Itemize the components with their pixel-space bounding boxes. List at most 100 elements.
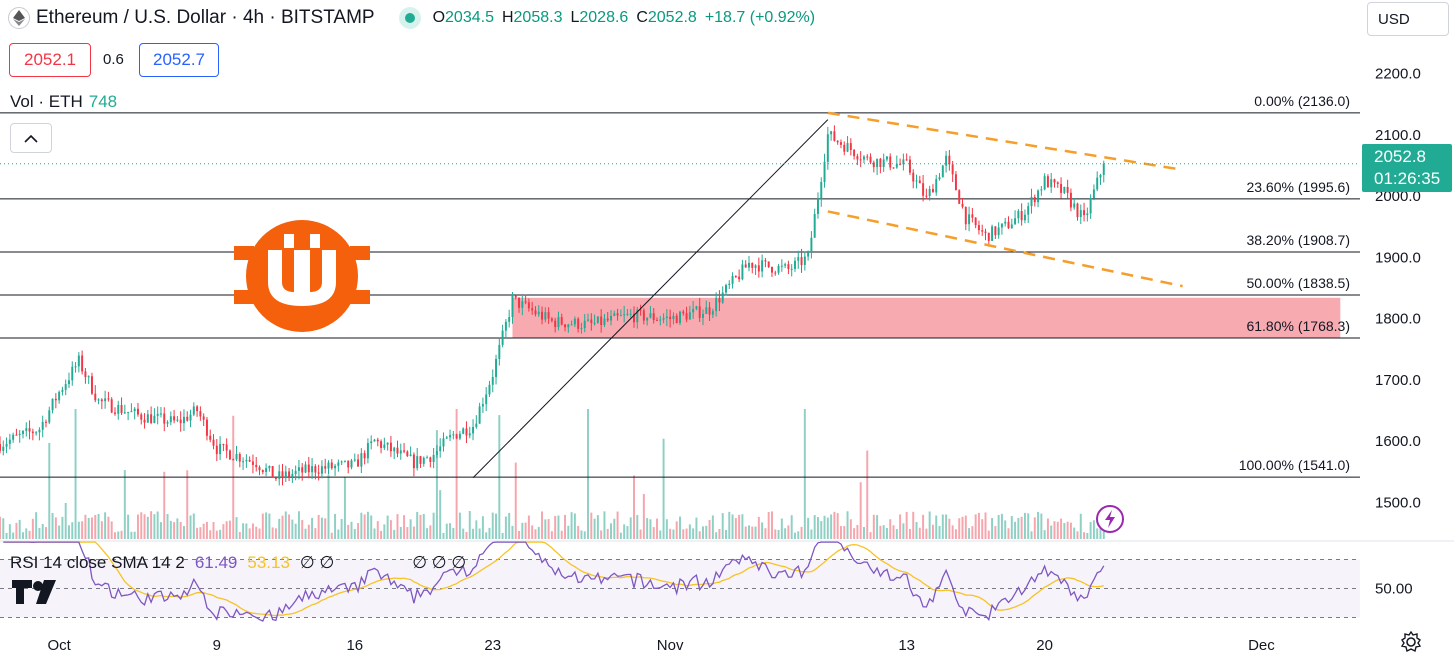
volume-bar: [954, 529, 957, 539]
candle: [1023, 209, 1026, 224]
volume-bar: [764, 528, 767, 539]
candle: [38, 427, 41, 441]
volume-bar: [340, 519, 343, 539]
candle: [396, 440, 399, 458]
candle: [15, 428, 18, 436]
volume-bar: [991, 518, 994, 539]
fib-level-label: 61.80% (1768.3): [1246, 318, 1350, 334]
candle: [692, 301, 695, 319]
volume-bar: [761, 522, 764, 539]
volume-bar: [465, 531, 468, 539]
collapse-legend-button[interactable]: [10, 123, 52, 153]
candle: [87, 375, 90, 385]
candle: [1014, 210, 1017, 225]
volume-bar: [468, 511, 471, 539]
volume-bar: [68, 525, 70, 539]
candle: [600, 309, 603, 333]
candle: [787, 260, 790, 275]
volume-bar: [912, 511, 915, 539]
volume-bar: [603, 511, 606, 539]
volume-bar: [38, 527, 41, 539]
candle: [1050, 173, 1053, 193]
symbol-title[interactable]: Ethereum / U.S. Dollar · 4h · BITSTAMP: [36, 7, 375, 28]
volume-bar: [403, 515, 406, 539]
volume-bar: [610, 523, 612, 539]
candle: [767, 261, 770, 269]
volume-bar: [104, 512, 107, 539]
volume-bar: [931, 524, 934, 539]
volume-bar: [117, 531, 120, 539]
candle: [997, 222, 1000, 239]
volume-bar: [652, 527, 655, 539]
volume-bar: [767, 511, 770, 539]
candle: [251, 454, 254, 474]
candle: [902, 153, 905, 171]
volume-bar: [370, 515, 373, 539]
currency-selector[interactable]: USD: [1367, 2, 1449, 36]
volume-bar: [938, 526, 941, 539]
volume-bar: [455, 409, 458, 539]
volume-bar: [271, 527, 274, 539]
volume-bar: [449, 523, 452, 539]
rsi-extra-2: ∅ ∅ ∅: [412, 553, 467, 572]
volume-bar: [130, 531, 133, 539]
candle: [127, 411, 130, 421]
volume-bar: [560, 530, 563, 539]
candle: [830, 130, 833, 141]
candle: [560, 313, 563, 326]
rsi-value: 61.49: [194, 553, 238, 572]
buy-button[interactable]: 2052.7: [139, 43, 219, 77]
candle: [564, 324, 567, 332]
candle: [751, 262, 754, 274]
candle: [373, 438, 376, 442]
candle: [491, 369, 494, 393]
sell-button[interactable]: 2052.1: [9, 43, 91, 77]
candle: [179, 411, 182, 432]
candle: [439, 438, 442, 458]
gear-icon[interactable]: [1399, 630, 1423, 654]
volume-bar: [715, 532, 718, 539]
candle: [590, 313, 593, 331]
volume-bar: [248, 528, 251, 539]
candle: [1076, 202, 1079, 221]
volume-bar: [925, 528, 928, 539]
candle: [1027, 202, 1030, 223]
candle: [738, 269, 741, 283]
volume-bar: [672, 529, 675, 539]
candle: [205, 417, 208, 441]
y-tick-label: 1800.0: [1375, 311, 1421, 328]
candle: [685, 306, 688, 323]
volume-bar: [774, 529, 777, 539]
volume-bar: [659, 530, 662, 539]
volume-bar: [45, 527, 47, 539]
candle: [61, 386, 64, 396]
volume-bar: [488, 527, 491, 539]
candle: [495, 354, 498, 385]
volume-bar: [593, 518, 596, 539]
channel-lower-line: [827, 210, 1183, 288]
volume-bar: [475, 520, 478, 539]
volume-bar: [169, 520, 172, 539]
volume-bar: [810, 529, 813, 539]
rsi-pane: 50.00: [0, 541, 1413, 622]
volume-bar: [728, 511, 731, 539]
volume-bar: [133, 531, 136, 539]
volume-bar: [859, 482, 862, 539]
volume-bar: [1096, 528, 1099, 539]
volume-bar: [478, 528, 481, 539]
candle: [71, 361, 74, 386]
volume-bar: [71, 522, 74, 539]
volume-bar: [695, 517, 698, 539]
volume-bar: [518, 530, 521, 539]
candle: [25, 422, 28, 437]
volume-bar: [656, 518, 658, 539]
candle: [146, 410, 149, 423]
candle: [777, 263, 780, 275]
lightning-icon[interactable]: [1095, 504, 1125, 534]
candle: [918, 175, 921, 184]
x-tick-label: Nov: [657, 637, 684, 654]
volume-bar: [123, 470, 126, 539]
volume-bar: [61, 516, 64, 539]
volume-bar: [744, 526, 747, 539]
